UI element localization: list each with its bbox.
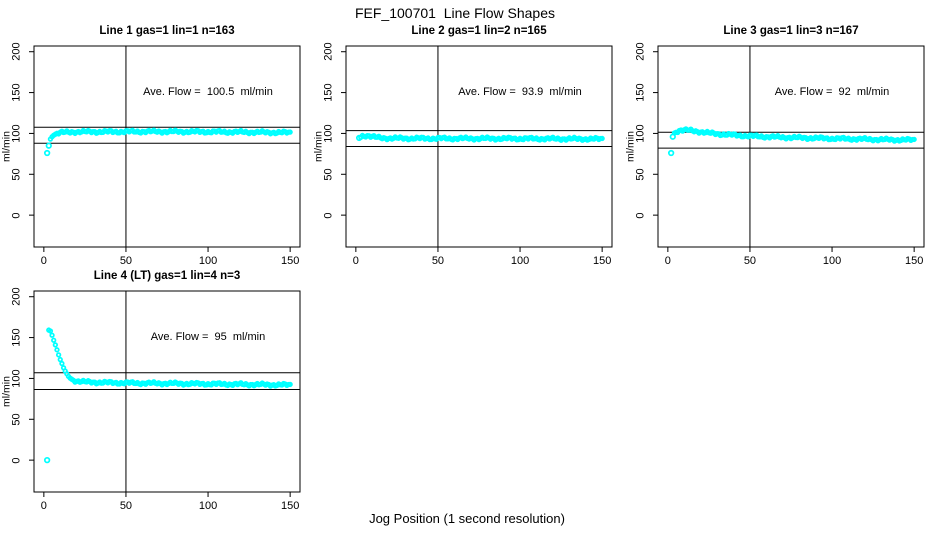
x-tick-label: 100	[822, 254, 842, 267]
data-point	[47, 328, 54, 334]
panel-frame	[33, 45, 301, 248]
y-axis-unit-label: ml/min	[312, 131, 325, 162]
y-axis-unit-label: ml/min	[0, 131, 13, 162]
data-point	[911, 136, 917, 143]
x-tick-label: 150	[280, 254, 300, 267]
panel-frame	[345, 45, 613, 248]
data-point	[55, 352, 62, 358]
x-tick-label: 50	[743, 254, 757, 267]
y-tick-label: 50	[10, 413, 23, 426]
y-tick-label: 50	[322, 168, 335, 181]
outlier-data-point	[45, 142, 52, 149]
data-point	[54, 347, 60, 353]
y-tick-label: 0	[10, 212, 23, 219]
y-tick-label: 150	[322, 83, 335, 102]
data-point	[51, 337, 57, 343]
data-point	[49, 332, 55, 338]
panel-title-line-1: Line 1 gas=1 lin=1 n=163	[99, 25, 235, 37]
y-tick-label: 100	[10, 124, 23, 143]
x-tick-label: 100	[198, 499, 218, 512]
panel-title-line-4: Line 4 (LT) gas=1 lin=4 n=3	[93, 270, 241, 282]
data-point	[287, 129, 293, 135]
x-tick-label: 150	[904, 254, 924, 267]
x-tick-label: 150	[592, 254, 612, 267]
y-tick-label: 200	[322, 42, 335, 61]
x-tick-label: 0	[352, 254, 359, 267]
x-tick-label: 50	[119, 254, 133, 267]
panel-title-line-2: Line 2 gas=1 lin=2 n=165	[411, 25, 547, 37]
panel-frame	[657, 45, 925, 248]
y-tick-label: 150	[10, 328, 23, 347]
y-axis-unit-label: ml/min	[0, 376, 13, 407]
x-tick-label: 150	[280, 499, 300, 512]
outlier-data-point	[667, 149, 675, 157]
x-tick-label: 50	[119, 499, 133, 512]
y-tick-label: 200	[10, 287, 23, 306]
y-tick-label: 100	[10, 369, 23, 388]
x-axis-label: Jog Position (1 second resolution)	[369, 511, 565, 526]
figure-title: FEF_100701 Line Flow Shapes	[354, 5, 556, 21]
data-point	[287, 381, 293, 388]
panel-frame	[33, 290, 301, 493]
y-axis-unit-label: ml/min	[624, 131, 637, 162]
y-tick-label: 150	[10, 83, 23, 102]
panel-title-line-3: Line 3 gas=1 lin=3 n=167	[723, 25, 859, 37]
data-point	[599, 135, 605, 142]
x-tick-label: 100	[510, 254, 530, 267]
outlier-data-point	[669, 133, 676, 140]
ave-flow-annotation-line-3: Ave. Flow = 92 ml/min	[774, 86, 890, 98]
y-tick-label: 200	[634, 42, 647, 61]
y-tick-label: 100	[322, 124, 335, 143]
y-tick-label: 0	[634, 212, 647, 219]
ave-flow-annotation-line-2: Ave. Flow = 93.9 ml/min	[458, 86, 582, 98]
data-point	[57, 356, 63, 363]
outlier-data-point	[355, 134, 363, 142]
y-tick-label: 0	[10, 457, 23, 464]
data-point	[52, 342, 58, 348]
y-tick-label: 100	[634, 124, 647, 143]
x-tick-label: 100	[198, 254, 218, 267]
data-point	[59, 360, 65, 367]
x-tick-label: 0	[40, 254, 47, 267]
outlier-data-point	[43, 456, 51, 464]
y-tick-label: 50	[634, 168, 647, 181]
y-tick-label: 200	[10, 42, 23, 61]
y-tick-label: 150	[634, 83, 647, 102]
y-tick-label: 50	[10, 168, 23, 181]
x-tick-label: 50	[431, 254, 445, 267]
ave-flow-annotation-line-1: Ave. Flow = 100.5 ml/min	[143, 86, 273, 98]
x-tick-label: 0	[664, 254, 671, 267]
x-tick-label: 0	[40, 499, 47, 512]
y-tick-label: 0	[322, 212, 335, 219]
ave-flow-annotation-line-4: Ave. Flow = 95 ml/min	[150, 331, 266, 343]
outlier-data-point	[43, 149, 51, 157]
